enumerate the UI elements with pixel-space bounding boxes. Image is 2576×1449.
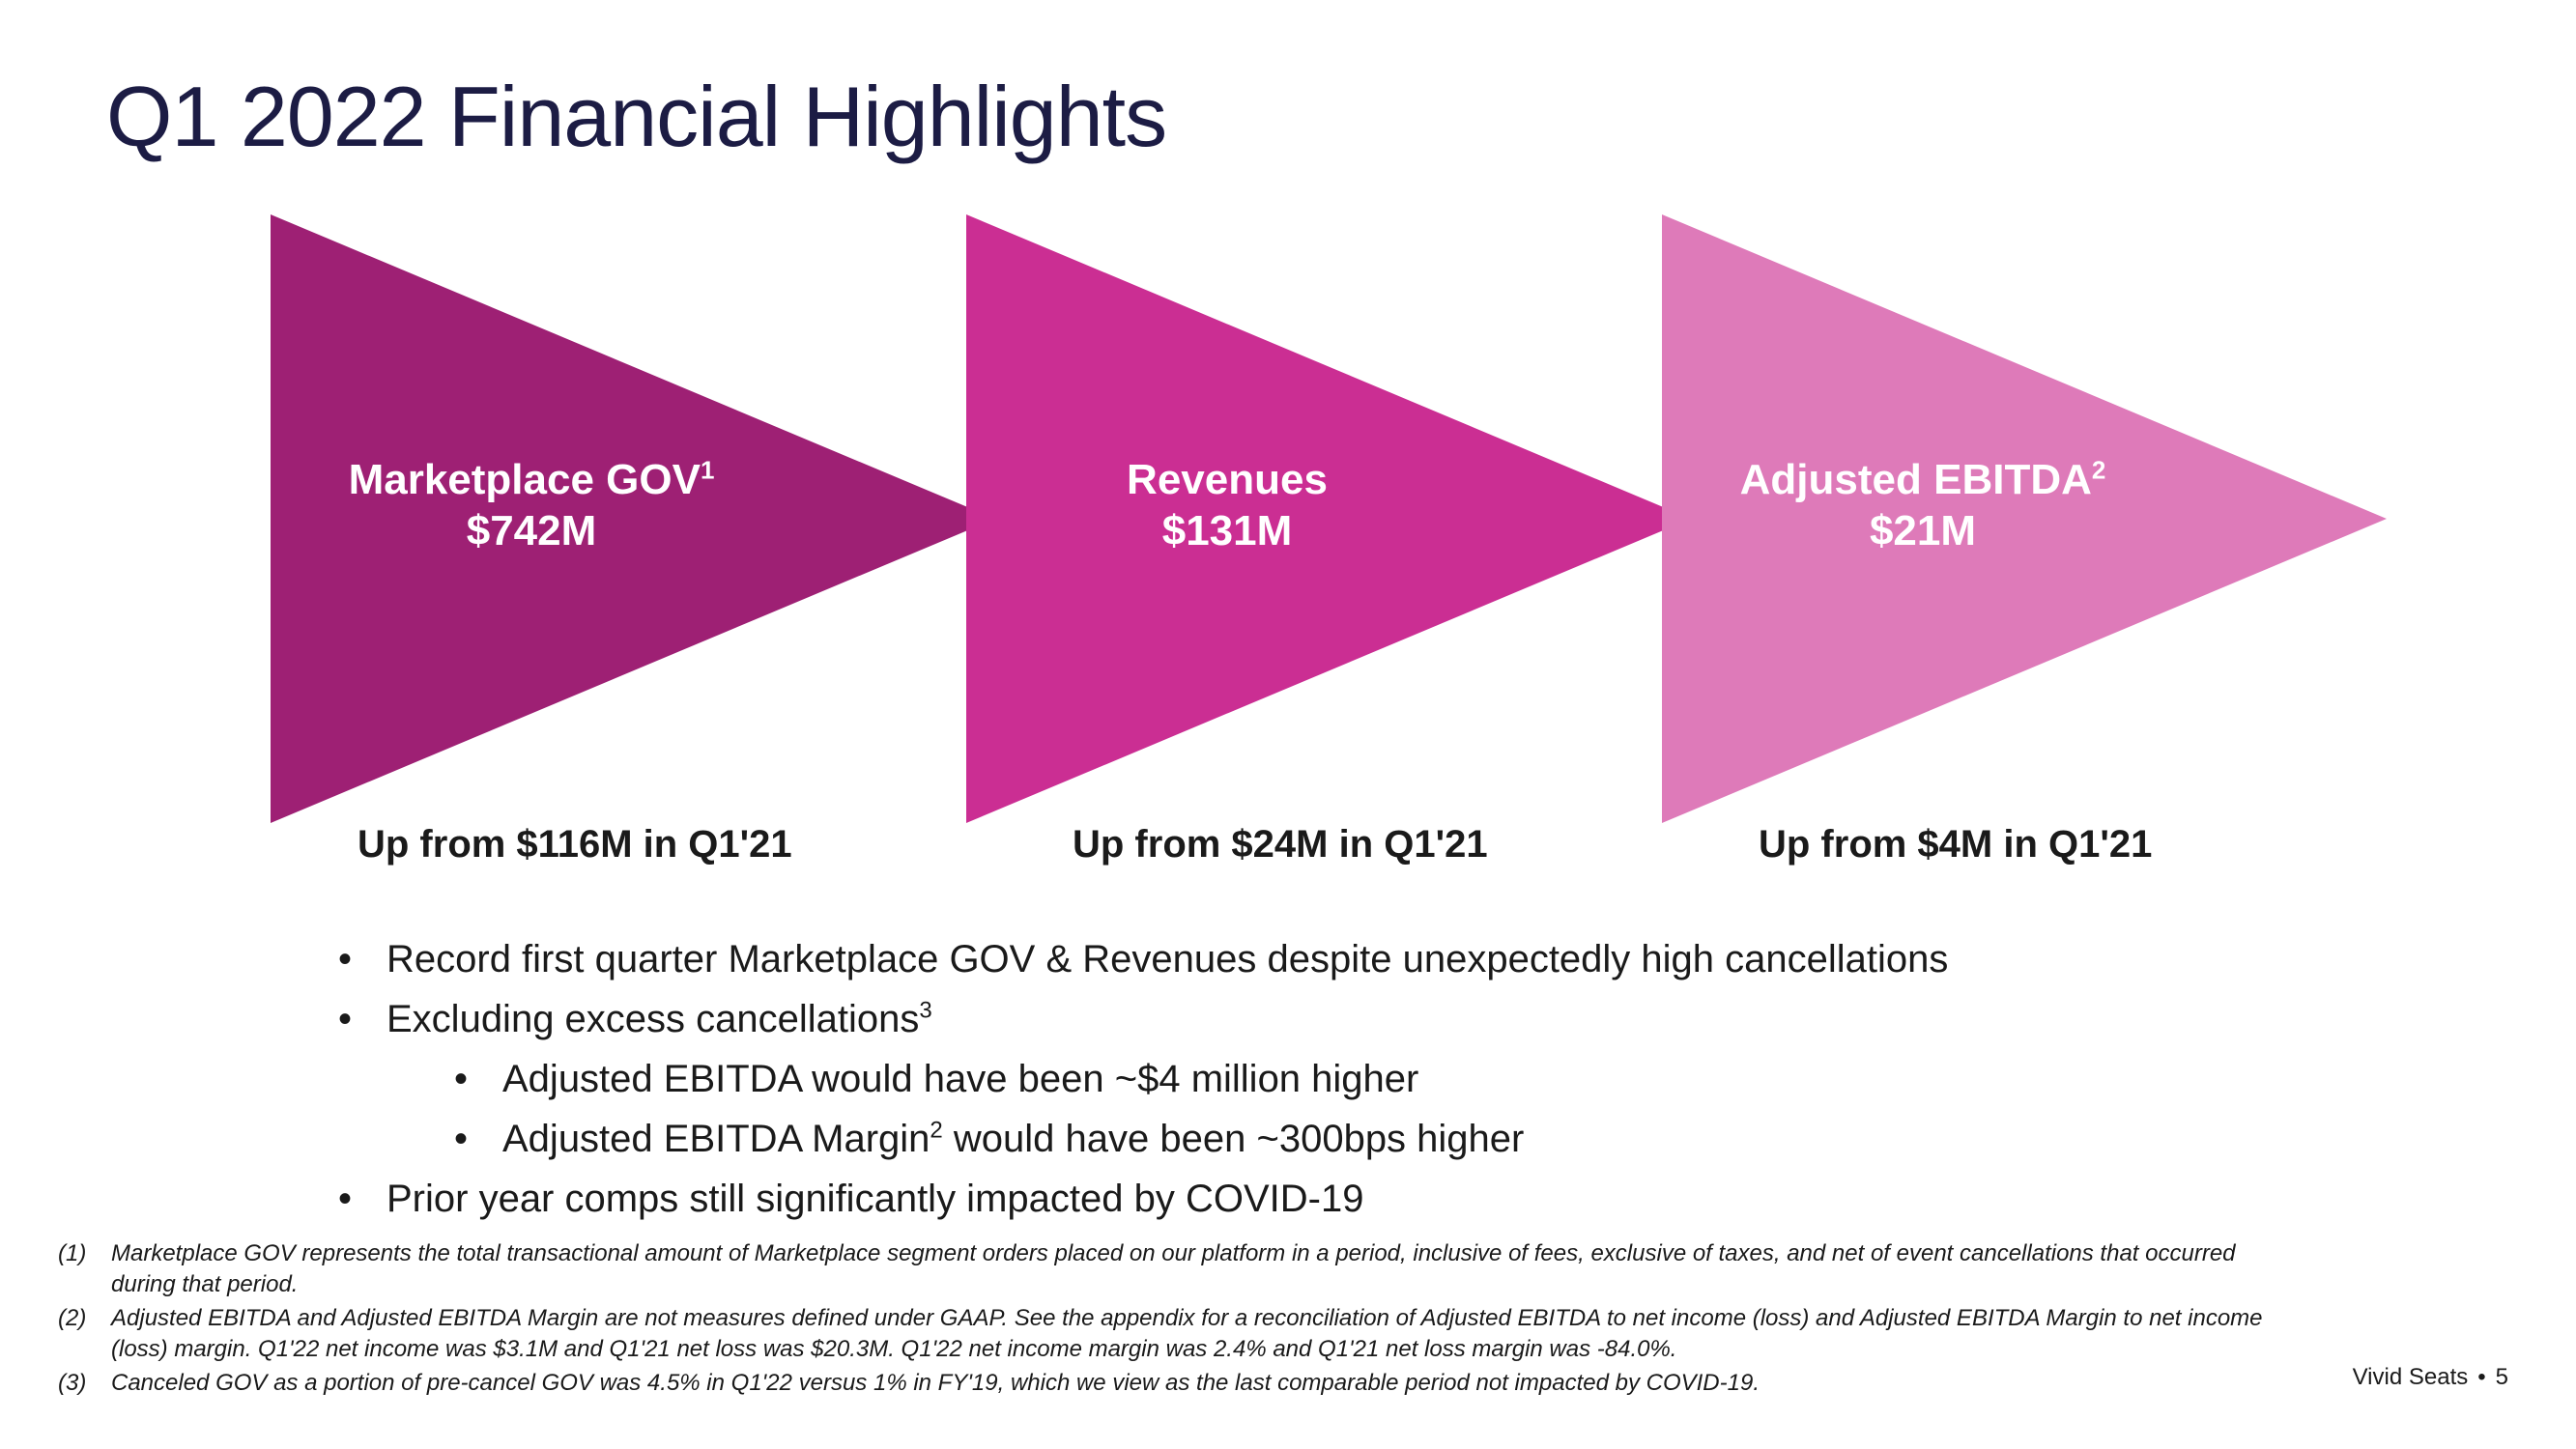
bullet-list: Record first quarter Marketplace GOV & R… bbox=[338, 929, 2470, 1229]
bullet-item: Prior year comps still significantly imp… bbox=[338, 1169, 2470, 1229]
metric-triangle: Adjusted EBITDA2$21M bbox=[1662, 214, 2387, 823]
slide-footer: Vivid Seats • 5 bbox=[2353, 1364, 2508, 1391]
footer-separator: • bbox=[2477, 1364, 2485, 1390]
metric-triangle: Marketplace GOV1$742M bbox=[271, 214, 995, 823]
page-title: Q1 2022 Financial Highlights bbox=[106, 68, 2470, 166]
metric-triangle: Revenues$131M bbox=[966, 214, 1691, 823]
metric-label: Revenues bbox=[1005, 456, 1449, 505]
footnote-number: (3) bbox=[58, 1368, 111, 1399]
footer-page-number: 5 bbox=[2496, 1364, 2508, 1390]
metric-caption: Up from $4M in Q1'21 bbox=[1759, 823, 2152, 867]
footer-brand: Vivid Seats bbox=[2353, 1364, 2469, 1390]
metric-value: $131M bbox=[1005, 507, 1449, 556]
metric-text: Revenues$131M bbox=[1005, 456, 1449, 555]
footnote: (2)Adjusted EBITDA and Adjusted EBITDA M… bbox=[58, 1303, 2280, 1366]
footnote-number: (2) bbox=[58, 1303, 111, 1366]
metric-value: $742M bbox=[309, 507, 754, 556]
footnote-text: Canceled GOV as a portion of pre-cancel … bbox=[111, 1368, 2280, 1399]
footnotes: (1)Marketplace GOV represents the total … bbox=[58, 1238, 2280, 1401]
metrics-row: Marketplace GOV1$742M Revenues$131M Adjust… bbox=[271, 214, 2470, 833]
metric-caption: Up from $24M in Q1'21 bbox=[1073, 823, 1488, 867]
footnote-number: (1) bbox=[58, 1238, 111, 1301]
slide: Q1 2022 Financial Highlights Marketplace… bbox=[0, 0, 2576, 1449]
metric-text: Adjusted EBITDA2$21M bbox=[1701, 456, 2145, 555]
bullet-item: Record first quarter Marketplace GOV & R… bbox=[338, 929, 2470, 989]
bullet-sub-item: Adjusted EBITDA would have been ~$4 mill… bbox=[454, 1049, 2470, 1109]
footnote-text: Marketplace GOV represents the total tra… bbox=[111, 1238, 2280, 1301]
footnote-text: Adjusted EBITDA and Adjusted EBITDA Marg… bbox=[111, 1303, 2280, 1366]
metric-caption: Up from $116M in Q1'21 bbox=[358, 823, 792, 867]
bullet-item: Excluding excess cancellations3Adjusted … bbox=[338, 989, 2470, 1169]
footnote: (1)Marketplace GOV represents the total … bbox=[58, 1238, 2280, 1301]
metric-value: $21M bbox=[1701, 507, 2145, 556]
metric-label: Adjusted EBITDA2 bbox=[1701, 456, 2145, 505]
footnote: (3)Canceled GOV as a portion of pre-canc… bbox=[58, 1368, 2280, 1399]
bullet-sub-item: Adjusted EBITDA Margin2 would have been … bbox=[454, 1109, 2470, 1169]
metric-text: Marketplace GOV1$742M bbox=[309, 456, 754, 555]
metric-label: Marketplace GOV1 bbox=[309, 456, 754, 505]
captions-row: Up from $116M in Q1'21 Up from $24M in Q1… bbox=[300, 823, 2470, 881]
